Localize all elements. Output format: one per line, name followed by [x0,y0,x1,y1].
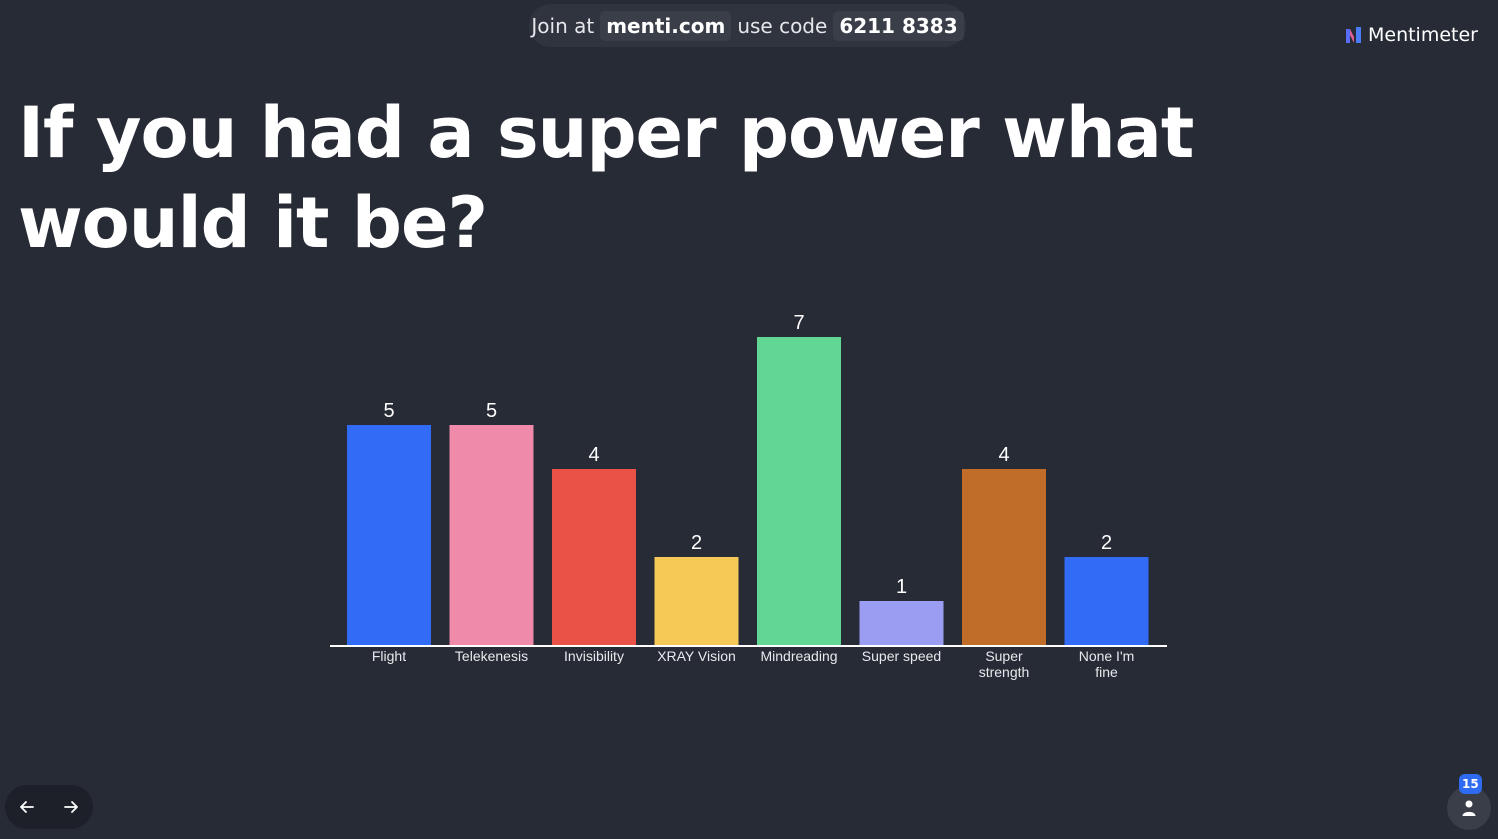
join-banner: Join at menti.com use code 6211 8383 [529,4,966,47]
value-label-telekenesis: 5 [486,400,497,422]
value-label-super-strength: 4 [998,444,1009,466]
next-slide-button[interactable] [54,790,88,824]
bar-xray-vision [654,557,739,645]
category-label-super-speed: Super speed [862,648,941,664]
bar-none-i-m-fine [1064,557,1149,645]
category-label-invisibility: Invisibility [564,648,624,664]
bar-chart: 5 Flight 5 Telekenesis 4 Invisibility 2 XRAY Vi… [330,312,1167,680]
join-url: menti.com [600,10,732,41]
value-label-mindreading: 7 [793,312,804,334]
participant-count-badge: 15 [1459,774,1482,794]
bar-telekenesis [449,425,534,645]
join-prefix: Join at [531,13,595,38]
bar-invisibility [552,469,636,645]
bar-super-speed [859,601,944,645]
logo-text: Mentimeter [1367,24,1478,46]
category-label-flight: Flight [372,648,406,664]
arrow-right-icon [64,801,78,813]
arrow-left-icon [20,801,34,813]
bar-flight [347,425,431,645]
category-label-mindreading: Mindreading [760,648,837,664]
join-code: 6211 8383 [833,10,964,41]
bar-super-strength [962,469,1046,645]
category-label-telekenesis: Telekenesis [455,648,528,664]
category-label-xray-vision: XRAY Vision [657,648,736,664]
category-label-super-strength: Super strength [979,648,1030,680]
previous-slide-button[interactable] [10,790,44,824]
value-label-super-speed: 1 [896,576,907,598]
mentimeter-logo-icon [1345,27,1361,43]
value-label-invisibility: 4 [588,444,599,466]
category-label-none-i-m-fine: None I'm fine [1079,648,1135,680]
value-label-flight: 5 [383,400,394,422]
slide-navigation [5,785,93,829]
person-icon [1462,800,1476,816]
mentimeter-logo: Mentimeter [1345,24,1478,46]
value-label-none-i-m-fine: 2 [1101,532,1112,554]
value-label-xray-vision: 2 [691,532,702,554]
bar-mindreading [757,337,841,645]
question-title: If you had a super power what would it b… [18,92,1194,264]
code-prefix: use code [737,13,828,38]
